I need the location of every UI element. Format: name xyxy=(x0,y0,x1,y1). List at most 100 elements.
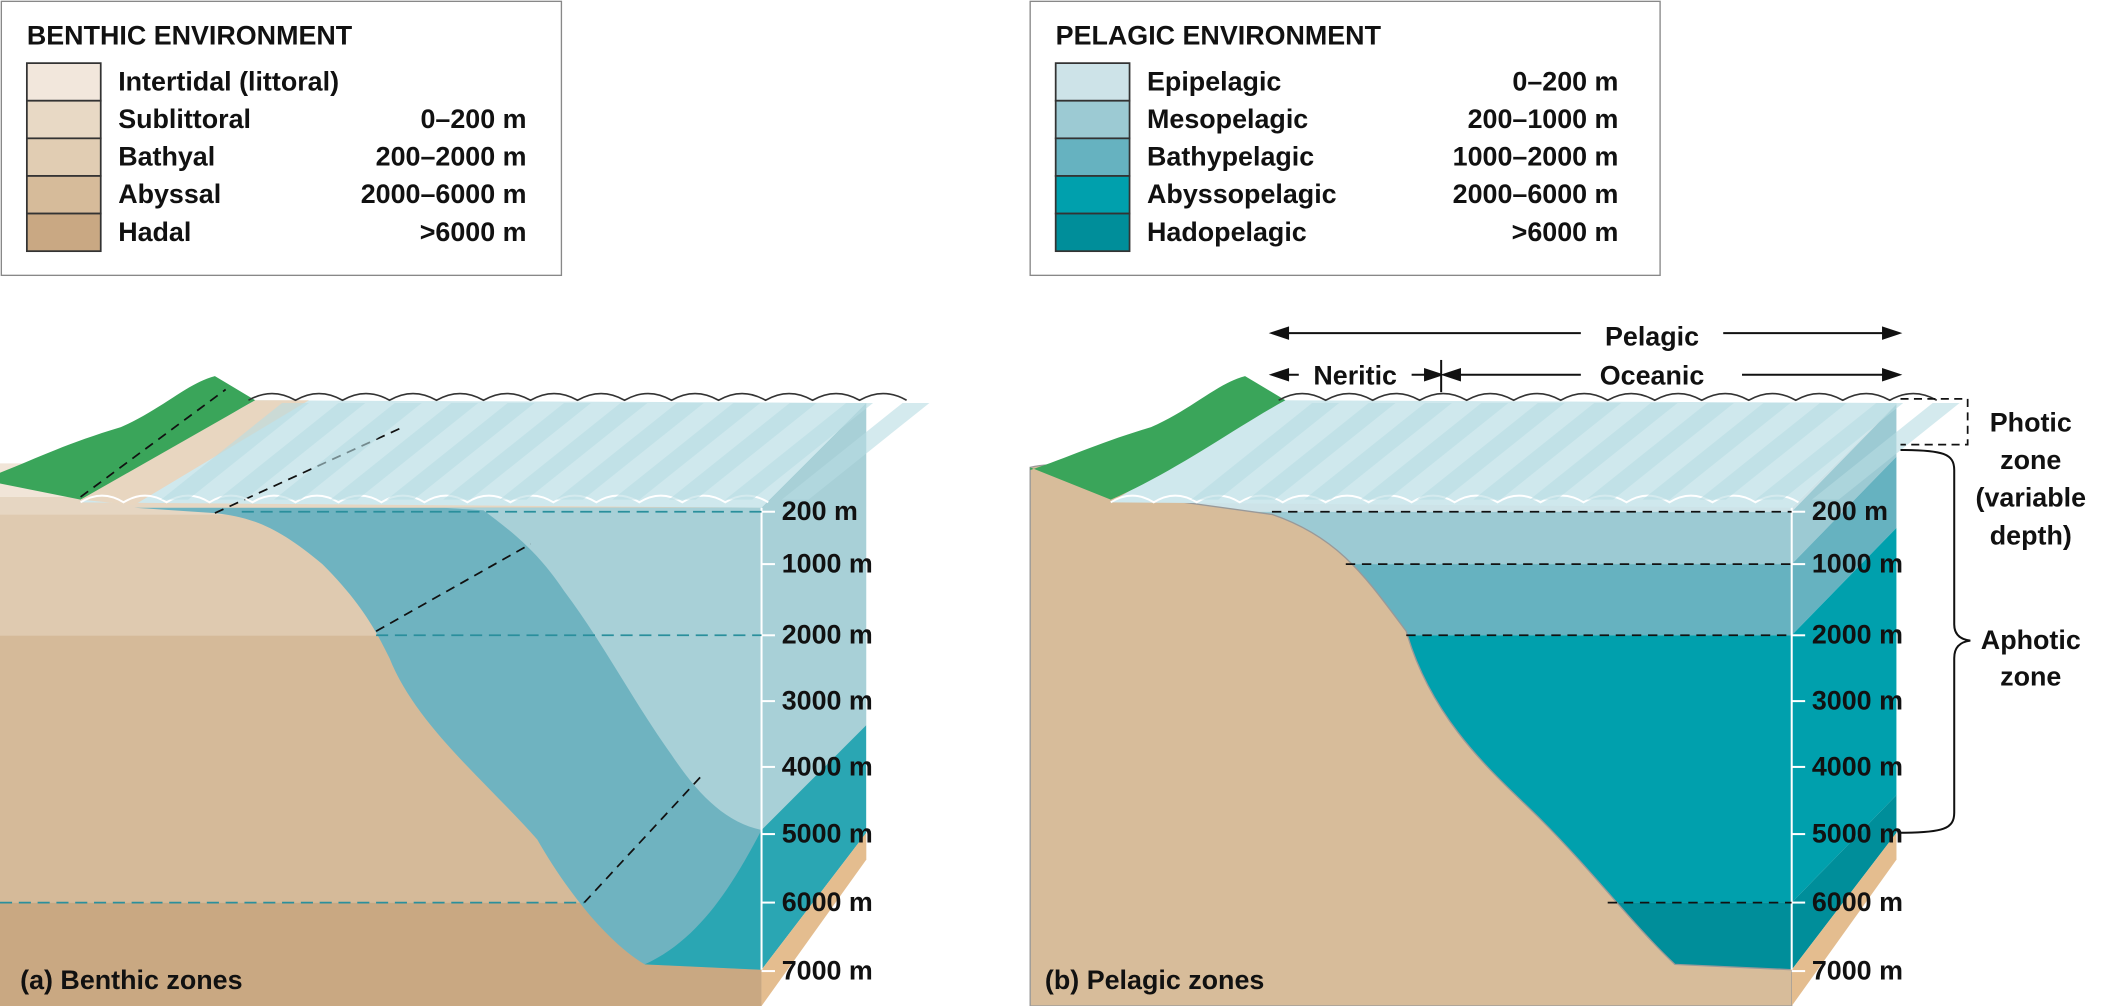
land xyxy=(0,376,256,500)
water xyxy=(761,402,867,831)
wave-stripe xyxy=(1586,402,1734,500)
legend-label: Abyssopelagic xyxy=(1147,179,1337,209)
depth-label: 2000 m xyxy=(1812,620,1903,650)
zone xyxy=(1791,527,1897,903)
depth-scale: 200 m 1000 m 2000 m 3000 m 4000 m 5000 m 6000 … xyxy=(1791,496,1903,986)
wave-edge xyxy=(80,494,769,504)
boundary xyxy=(80,388,227,498)
label: Oceanic xyxy=(1600,361,1705,391)
wave-stripe xyxy=(781,402,930,500)
depth-label: 1000 m xyxy=(782,549,873,579)
label: Neritic xyxy=(1313,361,1397,391)
wave-stripe xyxy=(443,402,591,500)
swatch xyxy=(1054,99,1131,140)
wave-stripe xyxy=(1416,402,1565,500)
swatch xyxy=(1054,175,1131,215)
wave-stripe xyxy=(1304,402,1452,500)
legend-range: 0–200 m xyxy=(420,104,526,134)
land xyxy=(1030,376,1286,500)
depth-scale: 200 m 1000 m 2000 m 3000 m 4000 m 5000 m 6000 … xyxy=(761,496,873,986)
boundary xyxy=(583,775,702,904)
depth-label: 6000 m xyxy=(1812,887,1903,917)
legend-label: Abyssal xyxy=(118,179,221,209)
water xyxy=(443,507,762,831)
legend-label: Bathyal xyxy=(118,142,215,172)
wave-stripe xyxy=(612,402,761,500)
legend: Epipelagic 0–200 m Mesopelagic 200–1000 m Ba… xyxy=(1054,62,1619,253)
wave-stripe xyxy=(1529,402,1678,500)
wave-stripe xyxy=(1360,402,1509,500)
legend-range: >6000 m xyxy=(420,217,527,247)
swatch xyxy=(25,175,102,215)
zone-label: zone xyxy=(2000,445,2061,475)
zone-label: depth) xyxy=(1990,520,2072,550)
legend-label: Sublittoral xyxy=(118,104,251,134)
legend: Intertidal (littoral) Sublittoral 0–200 m B… xyxy=(25,62,527,253)
arrows xyxy=(1268,326,1903,393)
swatch xyxy=(25,212,102,253)
depth-label: 1000 m xyxy=(1812,549,1903,579)
legend-range: 200–1000 m xyxy=(1468,104,1619,134)
swatch xyxy=(1054,212,1131,253)
wave-stripe xyxy=(161,402,309,500)
wave-edge xyxy=(1110,494,1799,504)
photic-bracket xyxy=(1900,398,1969,446)
side xyxy=(761,832,867,1006)
caption: (b) Pelagic zones xyxy=(1045,965,1264,995)
swatch xyxy=(1054,62,1131,102)
boundary xyxy=(375,543,531,633)
depth-label: 3000 m xyxy=(1812,686,1903,716)
legend-range: 1000–2000 m xyxy=(1453,142,1619,172)
wave-stripe xyxy=(1699,402,1847,500)
swatch xyxy=(25,62,102,102)
legend-range: 2000–6000 m xyxy=(361,179,527,209)
zone xyxy=(1791,456,1897,636)
legend-box xyxy=(1029,0,1661,277)
legend-label: Intertidal (littoral) xyxy=(118,66,339,96)
caption: (a) Benthic zones xyxy=(20,965,242,995)
beach xyxy=(80,400,309,506)
legend-range: 200–2000 m xyxy=(376,142,527,172)
aphotic-brace xyxy=(1900,448,1971,834)
waves xyxy=(1110,392,1960,504)
legend-title: PELAGIC ENVIRONMENT xyxy=(1056,21,1382,51)
depth-label: 7000 m xyxy=(782,956,873,986)
wave-stripe xyxy=(330,402,479,500)
panel-b: 200 m 1000 m 2000 m 3000 m 4000 m 5000 m 6000 … xyxy=(1029,322,2087,1006)
swatch xyxy=(25,137,102,177)
wave-stripe xyxy=(1811,402,1960,500)
wave-stripe xyxy=(556,402,704,500)
wave-stripe xyxy=(386,402,535,500)
zone-label: zone xyxy=(2000,661,2061,691)
depth-label: 4000 m xyxy=(1812,751,1903,781)
wave-stripe xyxy=(273,402,422,500)
wave-stripe xyxy=(1642,402,1791,500)
wave-stripe xyxy=(1755,402,1904,500)
wave-stripe xyxy=(1247,402,1396,500)
depth-label: 5000 m xyxy=(1812,819,1903,849)
wave-stripe xyxy=(668,402,817,500)
legend-range: 2000–6000 m xyxy=(1453,179,1619,209)
legend-label: Hadal xyxy=(118,217,191,247)
wave-edge xyxy=(248,392,908,402)
wave-stripe xyxy=(217,402,366,500)
zone-label: (variable xyxy=(1976,483,2087,513)
depth-label: 7000 m xyxy=(1812,956,1903,986)
legend-range: 0–200 m xyxy=(1512,66,1618,96)
wave-stripe xyxy=(1473,402,1622,500)
depth-label: 3000 m xyxy=(782,686,873,716)
legend-title: BENTHIC ENVIRONMENT xyxy=(27,21,353,51)
legend-label: Mesopelagic xyxy=(1147,104,1308,134)
legend-label: Hadopelagic xyxy=(1147,217,1307,247)
zone-labels: Photic zone (variable depth) Aphotic zone xyxy=(1976,408,2087,692)
swatch xyxy=(25,99,102,140)
waves xyxy=(80,392,930,504)
wave-stripe xyxy=(499,402,648,500)
panel-a: 200 m 1000 m 2000 m 3000 m 4000 m 5000 m 6000 … xyxy=(0,376,930,1006)
zone-label: Aphotic xyxy=(1981,625,2081,655)
legend-range: >6000 m xyxy=(1512,217,1619,247)
legend-label: Epipelagic xyxy=(1147,66,1281,96)
depth-label: 6000 m xyxy=(782,887,873,917)
